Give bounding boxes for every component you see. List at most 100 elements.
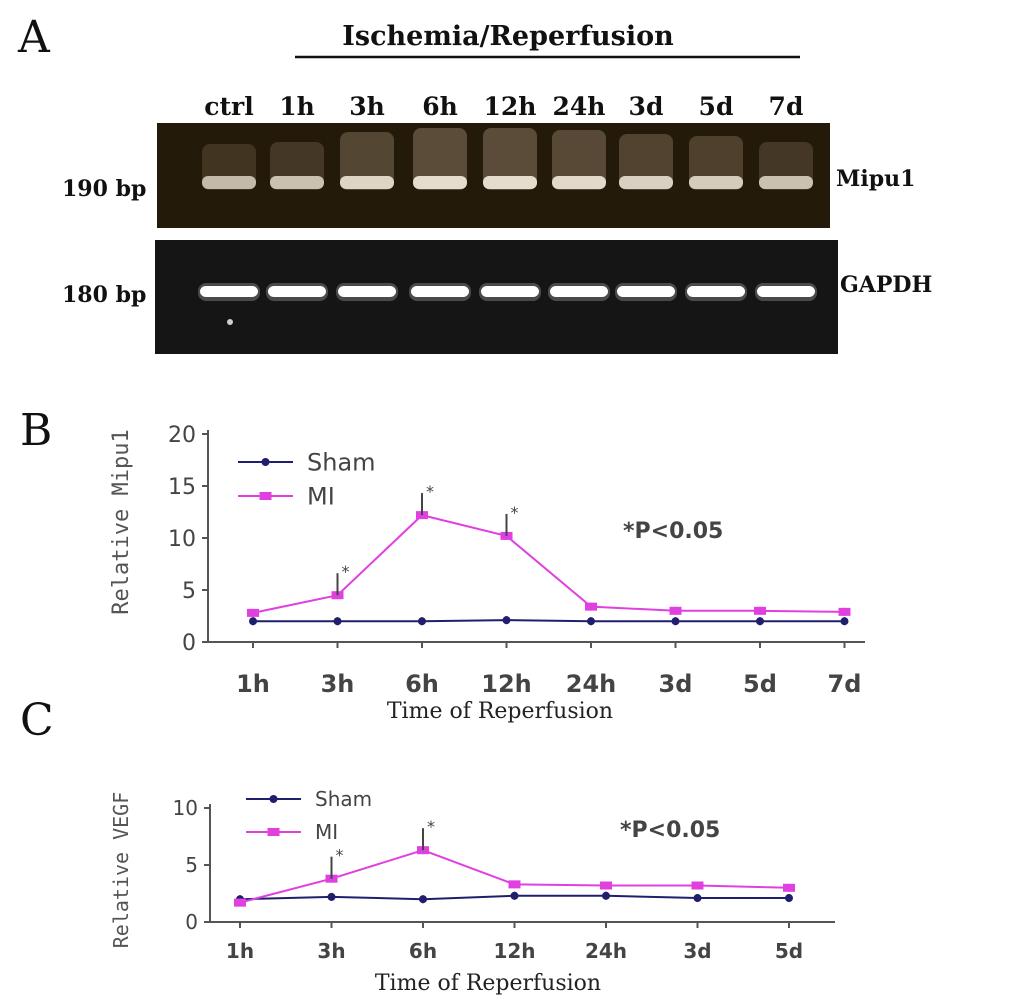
point-mi xyxy=(783,883,795,892)
legend-label-mi: MI xyxy=(307,483,335,511)
upper-band-glow xyxy=(552,130,606,190)
upper-band xyxy=(202,176,256,189)
upper-gel xyxy=(157,123,830,228)
series-line-sham xyxy=(253,619,845,623)
y-tick-label: 10 xyxy=(173,796,198,820)
legend-marker-mi xyxy=(267,828,280,836)
point-sham xyxy=(249,617,257,626)
legend-label-mi: MI xyxy=(315,820,338,844)
point-sham xyxy=(840,617,849,626)
point-mi xyxy=(754,606,766,615)
series-line-mi xyxy=(252,514,845,614)
legend-label-sham: Sham xyxy=(315,787,372,811)
lane-label-7d: 7d xyxy=(769,92,804,121)
x-tick-label: 3d xyxy=(659,670,693,698)
point-mi xyxy=(508,880,521,889)
panel-b-letter: B xyxy=(20,405,52,456)
p-value-annotation: *P<0.05 xyxy=(623,519,723,544)
panel-a: A Ischemia/Reperfusion ctrl 1h 3h 6h 12h 24h 3… xyxy=(17,12,932,354)
lower-gel-gene-label: GAPDH xyxy=(840,272,932,298)
x-tick-label: 3h xyxy=(321,670,355,698)
y-tick-label: 5 xyxy=(182,579,196,604)
lane-label-5d: 5d xyxy=(699,92,734,121)
lower-band xyxy=(757,286,815,297)
chart-c: 0 5 10 1h 3h 6h 12h 24h 3d 5d Time of Reperfusion R… xyxy=(109,787,835,996)
x-tick-label: 5d xyxy=(775,939,803,963)
point-sham xyxy=(333,617,342,626)
upper-band xyxy=(483,176,537,189)
legend-label-sham: Sham xyxy=(307,449,376,477)
x-tick-label: 5d xyxy=(743,670,777,698)
upper-band xyxy=(270,176,324,189)
upper-band-glow xyxy=(340,132,394,190)
point-sham xyxy=(785,894,793,903)
legend-marker-sham xyxy=(269,795,278,803)
point-sham xyxy=(510,891,519,900)
point-mi xyxy=(247,608,259,617)
upper-gel-bands xyxy=(202,128,813,190)
gel-header: Ischemia/Reperfusion xyxy=(342,21,674,52)
lower-band xyxy=(338,286,396,297)
lane-label-12h: 12h xyxy=(484,92,537,121)
point-sham xyxy=(693,894,702,903)
point-sham xyxy=(587,617,595,626)
upper-band xyxy=(689,176,743,189)
x-tick-label: 3d xyxy=(683,939,711,963)
x-tick-label: 12h xyxy=(493,939,535,963)
upper-band-glow xyxy=(483,128,537,190)
point-sham xyxy=(756,617,764,626)
legend-marker-mi xyxy=(259,492,272,500)
point-sham xyxy=(327,892,336,901)
upper-band xyxy=(552,176,606,189)
lower-gel-bands xyxy=(198,283,817,301)
x-tick-label: 6h xyxy=(405,670,439,698)
point-sham xyxy=(602,891,610,900)
significance-star: * xyxy=(426,482,434,501)
lower-band xyxy=(687,286,745,297)
y-axis-label: Relative VEGF xyxy=(109,792,133,949)
point-mi xyxy=(234,898,246,907)
x-tick-label: 24h xyxy=(585,939,627,963)
upper-gel-gene-label: Mipu1 xyxy=(836,166,915,192)
x-tick-label: 1h xyxy=(226,939,254,963)
legend-marker-sham xyxy=(261,458,270,466)
lane-label-24h: 24h xyxy=(553,92,606,121)
lane-label-3h: 3h xyxy=(349,92,385,121)
x-tick-label: 1h xyxy=(236,670,270,698)
y-axis-label: Relative Mipu1 xyxy=(109,429,134,614)
upper-band-glow xyxy=(413,128,467,190)
point-mi xyxy=(600,881,612,890)
x-axis-label: Time of Reperfusion xyxy=(375,971,601,996)
point-sham xyxy=(418,617,426,626)
point-mi xyxy=(838,607,851,616)
significance-star: * xyxy=(336,846,344,865)
point-mi xyxy=(691,881,704,890)
lane-label-6h: 6h xyxy=(422,92,458,121)
significance-star: * xyxy=(511,503,519,522)
y-tick-label: 20 xyxy=(168,423,196,448)
y-tick-label: 10 xyxy=(168,527,196,552)
point-mi xyxy=(585,602,597,611)
panel-b: B 0 5 10 15 20 1h 3h 6h 12h 24h 3d 5d 7d Time of Repe… xyxy=(20,405,865,724)
panel-a-letter: A xyxy=(17,12,51,63)
panel-c-letter: C xyxy=(20,695,54,746)
y-tick-label: 5 xyxy=(185,853,198,877)
lane-label-1h: 1h xyxy=(279,92,315,121)
point-sham xyxy=(671,617,680,626)
lower-band xyxy=(411,286,469,297)
x-tick-label: 6h xyxy=(409,939,437,963)
lane-label-3d: 3d xyxy=(629,92,664,121)
lower-band xyxy=(550,286,608,297)
panel-c: C 0 5 10 1h 3h 6h 12h 24h 3d 5d Time of Reperfusio… xyxy=(20,695,835,996)
significance-star: * xyxy=(342,562,350,581)
point-sham xyxy=(419,895,427,904)
lane-label-ctrl: ctrl xyxy=(204,92,253,121)
point-sham xyxy=(502,616,511,625)
x-tick-label: 3h xyxy=(317,939,345,963)
upper-band xyxy=(340,176,394,189)
chart-b: 0 5 10 15 20 1h 3h 6h 12h 24h 3d 5d 7d Time of Reperf… xyxy=(109,423,865,724)
y-tick-label: 15 xyxy=(168,475,196,500)
upper-band xyxy=(759,176,813,189)
x-tick-label: 7d xyxy=(828,670,862,698)
